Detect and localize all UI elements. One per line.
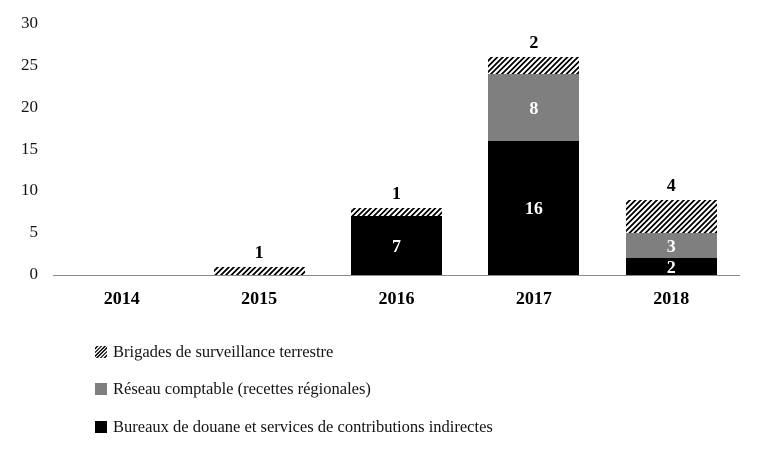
bar-value-label: 8 <box>529 97 539 118</box>
x-axis-category-label: 2014 <box>103 288 140 308</box>
bar-segment-hatched-2016 <box>351 208 442 217</box>
y-axis-tick-label: 10 <box>21 180 38 200</box>
bar-total-label: 4 <box>666 174 676 195</box>
bar-value-label: 2 <box>666 256 676 277</box>
legend-item-bureaux-douane: Bureaux de douane et services de contrib… <box>95 417 493 436</box>
y-axis-tick-label: 30 <box>21 13 38 32</box>
bar-segment-solid-gray-2018 <box>625 233 717 259</box>
bar-segment-hatched-2015 <box>213 266 305 275</box>
y-axis-tick-label: 20 <box>21 96 38 116</box>
black-swatch-icon <box>95 421 107 433</box>
bar-total-label: 2 <box>529 32 539 53</box>
bar-value-label: 7 <box>392 235 401 256</box>
bar-segment-hatched-2018 <box>625 199 717 234</box>
bar-segment-solid-black-2018 <box>625 258 717 275</box>
bar-segment-hatched-2017 <box>488 57 580 75</box>
legend-item-brigades: Brigades de surveillance terrestre <box>95 342 334 361</box>
x-axis-category-label: 2016 <box>378 288 415 308</box>
bar-value-label: 16 <box>524 198 543 219</box>
gray-swatch-icon <box>95 383 107 395</box>
bar-total-label: 1 <box>254 241 264 262</box>
legend-label: Bureaux de douane et services de contrib… <box>113 417 493 436</box>
bar-value-label: 3 <box>666 235 676 256</box>
y-axis-tick-label: 25 <box>21 54 38 74</box>
bar-total-label: 1 <box>392 183 401 204</box>
legend-item-reseau-comptable: Réseau comptable (recettes régionales) <box>95 379 371 398</box>
y-axis-tick-label: 0 <box>29 264 39 283</box>
legend-label: Brigades de surveillance terrestre <box>113 342 334 361</box>
x-axis-category-label: 2018 <box>653 288 690 308</box>
legend-label: Réseau comptable (recettes régionales) <box>113 379 371 398</box>
hatched-swatch-icon <box>95 346 107 358</box>
bar-segment-solid-black-2016 <box>351 216 442 275</box>
x-axis-category-label: 2015 <box>241 288 278 308</box>
x-axis-category-label: 2017 <box>515 288 552 308</box>
y-axis-tick-label: 15 <box>21 138 38 158</box>
y-axis-tick-label: 5 <box>29 222 39 242</box>
bar-segment-solid-gray-2017 <box>488 74 580 142</box>
x-axis-line <box>53 275 740 276</box>
bar-segment-solid-black-2017 <box>488 141 580 275</box>
